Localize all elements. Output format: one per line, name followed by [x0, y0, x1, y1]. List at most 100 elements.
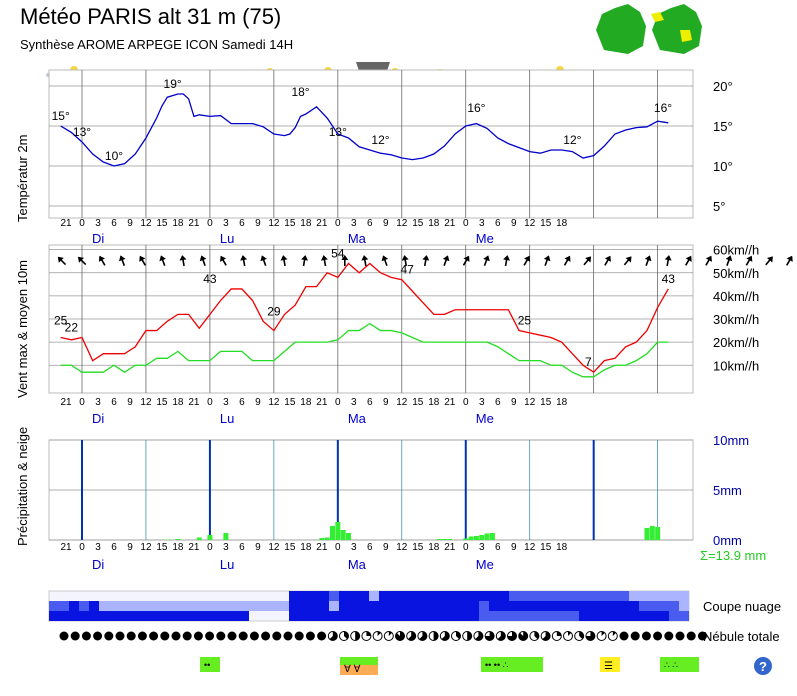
cloud-cell — [589, 601, 599, 611]
cloud-cell — [359, 611, 369, 621]
day-label: Me — [476, 411, 494, 426]
hour-tick-label: 18 — [428, 218, 440, 229]
cloud-cell — [249, 601, 259, 611]
cloud-cell — [499, 601, 509, 611]
cloud-cell — [439, 601, 449, 611]
cloud-cell — [529, 601, 539, 611]
cloud-cell — [669, 611, 679, 621]
wind-arrow — [523, 255, 531, 266]
cloud-cell — [499, 591, 509, 601]
hour-tick-label: 0 — [335, 218, 341, 229]
y-tick-label: 10mm — [713, 433, 749, 448]
cloud-cell — [579, 591, 589, 601]
day-label: Lu — [220, 411, 234, 426]
cloud-cover-symbol — [540, 631, 551, 641]
cloud-cell — [299, 591, 309, 601]
cloud-cell — [509, 611, 519, 621]
france-map-icon[interactable] — [596, 4, 646, 54]
hour-tick-label: 12 — [396, 218, 408, 229]
cloud-cell — [109, 601, 119, 611]
cloud-cell — [609, 611, 619, 621]
cloud-cell — [619, 601, 629, 611]
precip-bar — [468, 536, 474, 540]
hour-tick-label: 0 — [207, 397, 213, 408]
y-tick-label: 5mm — [713, 483, 742, 498]
cloud-cover-symbol — [507, 631, 517, 641]
cloud-cell — [589, 611, 599, 621]
cloud-cell — [459, 611, 469, 621]
hour-tick-label: 15 — [284, 218, 296, 229]
hour-tick-label: 3 — [351, 397, 357, 408]
y-tick-label: 10° — [713, 159, 733, 174]
y-tick-label: 20° — [713, 79, 733, 94]
cloud-cover-symbol — [653, 631, 663, 641]
cloud-cell — [629, 591, 639, 601]
hour-tick-label: 6 — [239, 218, 245, 229]
hour-tick-label: 18 — [172, 397, 184, 408]
hour-tick-label: 21 — [444, 218, 456, 229]
cloud-cover-symbol — [439, 631, 450, 641]
france-region-map-icon[interactable] — [651, 4, 702, 54]
precip-bar — [340, 530, 346, 540]
cloud-cell — [659, 611, 669, 621]
cloud-cell — [559, 611, 569, 621]
cloud-cell — [219, 611, 229, 621]
hour-tick-label: 6 — [367, 397, 373, 408]
hour-tick-label: 9 — [255, 397, 261, 408]
temperature-label: 18° — [291, 85, 309, 99]
hour-tick-label: 18 — [300, 397, 312, 408]
cloud-cell — [59, 611, 69, 621]
cloud-cover-symbol — [630, 631, 640, 641]
cloud-cell — [289, 591, 299, 601]
hour-tick-label: 12 — [140, 397, 152, 408]
svg-text:•• •• ∴: •• •• ∴ — [485, 660, 509, 670]
day-label: Lu — [220, 557, 234, 572]
cloud-cell — [389, 591, 399, 601]
hour-tick-label: 18 — [172, 542, 184, 553]
cloud-cover-symbol — [70, 631, 80, 641]
hour-tick-label: 15 — [412, 397, 424, 408]
cloud-cell — [469, 611, 479, 621]
hour-tick-label: 3 — [479, 397, 485, 408]
cloud-cell — [109, 611, 119, 621]
cloud-cell — [419, 601, 429, 611]
hour-tick-label: 15 — [412, 542, 424, 553]
cloud-cover-symbol — [495, 631, 506, 641]
wind-arrow — [664, 255, 672, 267]
y-tick-label: 30km//h — [713, 312, 759, 327]
hour-tick-label: 21 — [316, 218, 328, 229]
hour-tick-label: 12 — [268, 218, 280, 229]
cloud-cell — [519, 611, 529, 621]
cloud-cell — [339, 591, 349, 601]
cloud-cell — [649, 591, 659, 601]
wind-arrow — [361, 255, 369, 267]
hour-tick-label: 18 — [300, 218, 312, 229]
cloud-cover-symbol — [137, 631, 147, 641]
cloud-cell — [339, 611, 349, 621]
y-tick-label: 60km//h — [713, 243, 759, 258]
cloud-cover-symbol — [160, 631, 170, 641]
temp-axis-title: Températur 2m — [15, 135, 30, 222]
hour-tick-label: 18 — [300, 542, 312, 553]
cloud-cell — [119, 601, 129, 611]
cloud-cell — [179, 601, 189, 611]
hour-tick-label: 15 — [156, 397, 168, 408]
cloud-cover-symbol — [596, 631, 607, 641]
cloud-cover-symbol — [249, 631, 259, 641]
cloud-cell — [179, 611, 189, 621]
cloud-cell — [99, 611, 109, 621]
precip-bar — [196, 537, 202, 540]
wind-arrow — [563, 255, 571, 266]
cloud-cell — [129, 601, 139, 611]
cloud-cell — [99, 601, 109, 611]
cloud-cell — [209, 601, 219, 611]
cloud-cell — [679, 601, 689, 611]
cloud-cover-symbol — [227, 631, 237, 641]
help-button[interactable]: ? — [754, 657, 772, 675]
hour-tick-label: 9 — [383, 218, 389, 229]
precip-axis-title: Précipitation & neige — [15, 427, 30, 546]
wind-max-line — [60, 262, 669, 374]
cloud-cell — [609, 591, 619, 601]
cloud-cell — [379, 611, 389, 621]
temperature-label: 16° — [654, 101, 672, 115]
